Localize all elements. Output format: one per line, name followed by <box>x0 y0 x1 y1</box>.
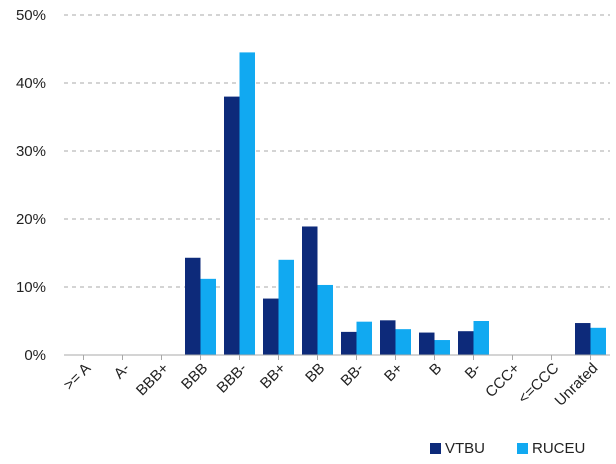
bar-ruceu <box>473 321 489 355</box>
bar-vtbu <box>224 96 240 355</box>
gridlines <box>64 14 610 288</box>
x-tick-label: A- <box>111 360 134 383</box>
y-tick-label: 0% <box>24 347 46 364</box>
bar-vtbu <box>341 331 357 355</box>
bar-ruceu <box>239 52 255 356</box>
bar-ruceu <box>200 278 216 355</box>
bar-ruceu <box>278 259 294 355</box>
legend-swatch-vtbu <box>430 443 441 454</box>
bar-vtbu <box>575 323 591 355</box>
x-tick-label: BBB- <box>214 360 251 397</box>
y-tick-label: 30% <box>16 143 46 160</box>
bar-ruceu <box>590 327 606 355</box>
x-tick-label: BB <box>302 360 328 386</box>
legend-label-vtbu: VTBU <box>445 440 486 457</box>
y-tick-label: 10% <box>16 279 46 296</box>
x-tick-label: B+ <box>381 360 406 385</box>
y-tick-label: 40% <box>16 75 46 92</box>
legend: VTBU RUCEU <box>430 440 585 457</box>
x-tick-label: BB- <box>338 360 368 390</box>
y-axis-tick-labels: 0% 10% 20% 30% 40% 50% <box>16 7 46 364</box>
x-tick-label: BB+ <box>257 360 290 393</box>
legend-label-ruceu: RUCEU <box>532 440 586 457</box>
legend-swatch-ruceu <box>517 443 529 454</box>
bar-ruceu <box>317 284 333 355</box>
x-tick-label: Unrated <box>552 360 602 410</box>
x-tick-label: BBB <box>178 360 211 393</box>
bar-vtbu <box>419 332 435 355</box>
bar-vtbu <box>458 331 474 355</box>
bar-ruceu <box>434 340 450 355</box>
bar-vtbu <box>302 226 318 355</box>
y-tick-label: 50% <box>16 7 46 24</box>
x-tick-label: B- <box>462 360 485 383</box>
bar-ruceu <box>356 321 372 355</box>
bar-vtbu <box>185 257 201 355</box>
x-tick-label: BBB+ <box>133 360 173 400</box>
bars <box>185 52 606 356</box>
bar-vtbu <box>263 298 279 355</box>
bar-ruceu <box>395 329 411 355</box>
y-tick-label: 20% <box>16 211 46 228</box>
x-tick-label: >= A <box>60 360 94 394</box>
legend-item-vtbu: VTBU <box>430 440 485 457</box>
bar-vtbu <box>380 320 396 355</box>
x-tick-label: B <box>426 360 445 379</box>
legend-item-ruceu: RUCEU <box>517 440 585 457</box>
x-axis-tick-labels: >= A A- BBB+ BBB BBB- BB+ BB BB- B+ B B-CCC+<=CCCU… <box>60 355 601 410</box>
bar-chart: 0%10%20%30%40%50% >= A A- BBB+ BBB BBB- BB+ BB… <box>16 7 610 410</box>
